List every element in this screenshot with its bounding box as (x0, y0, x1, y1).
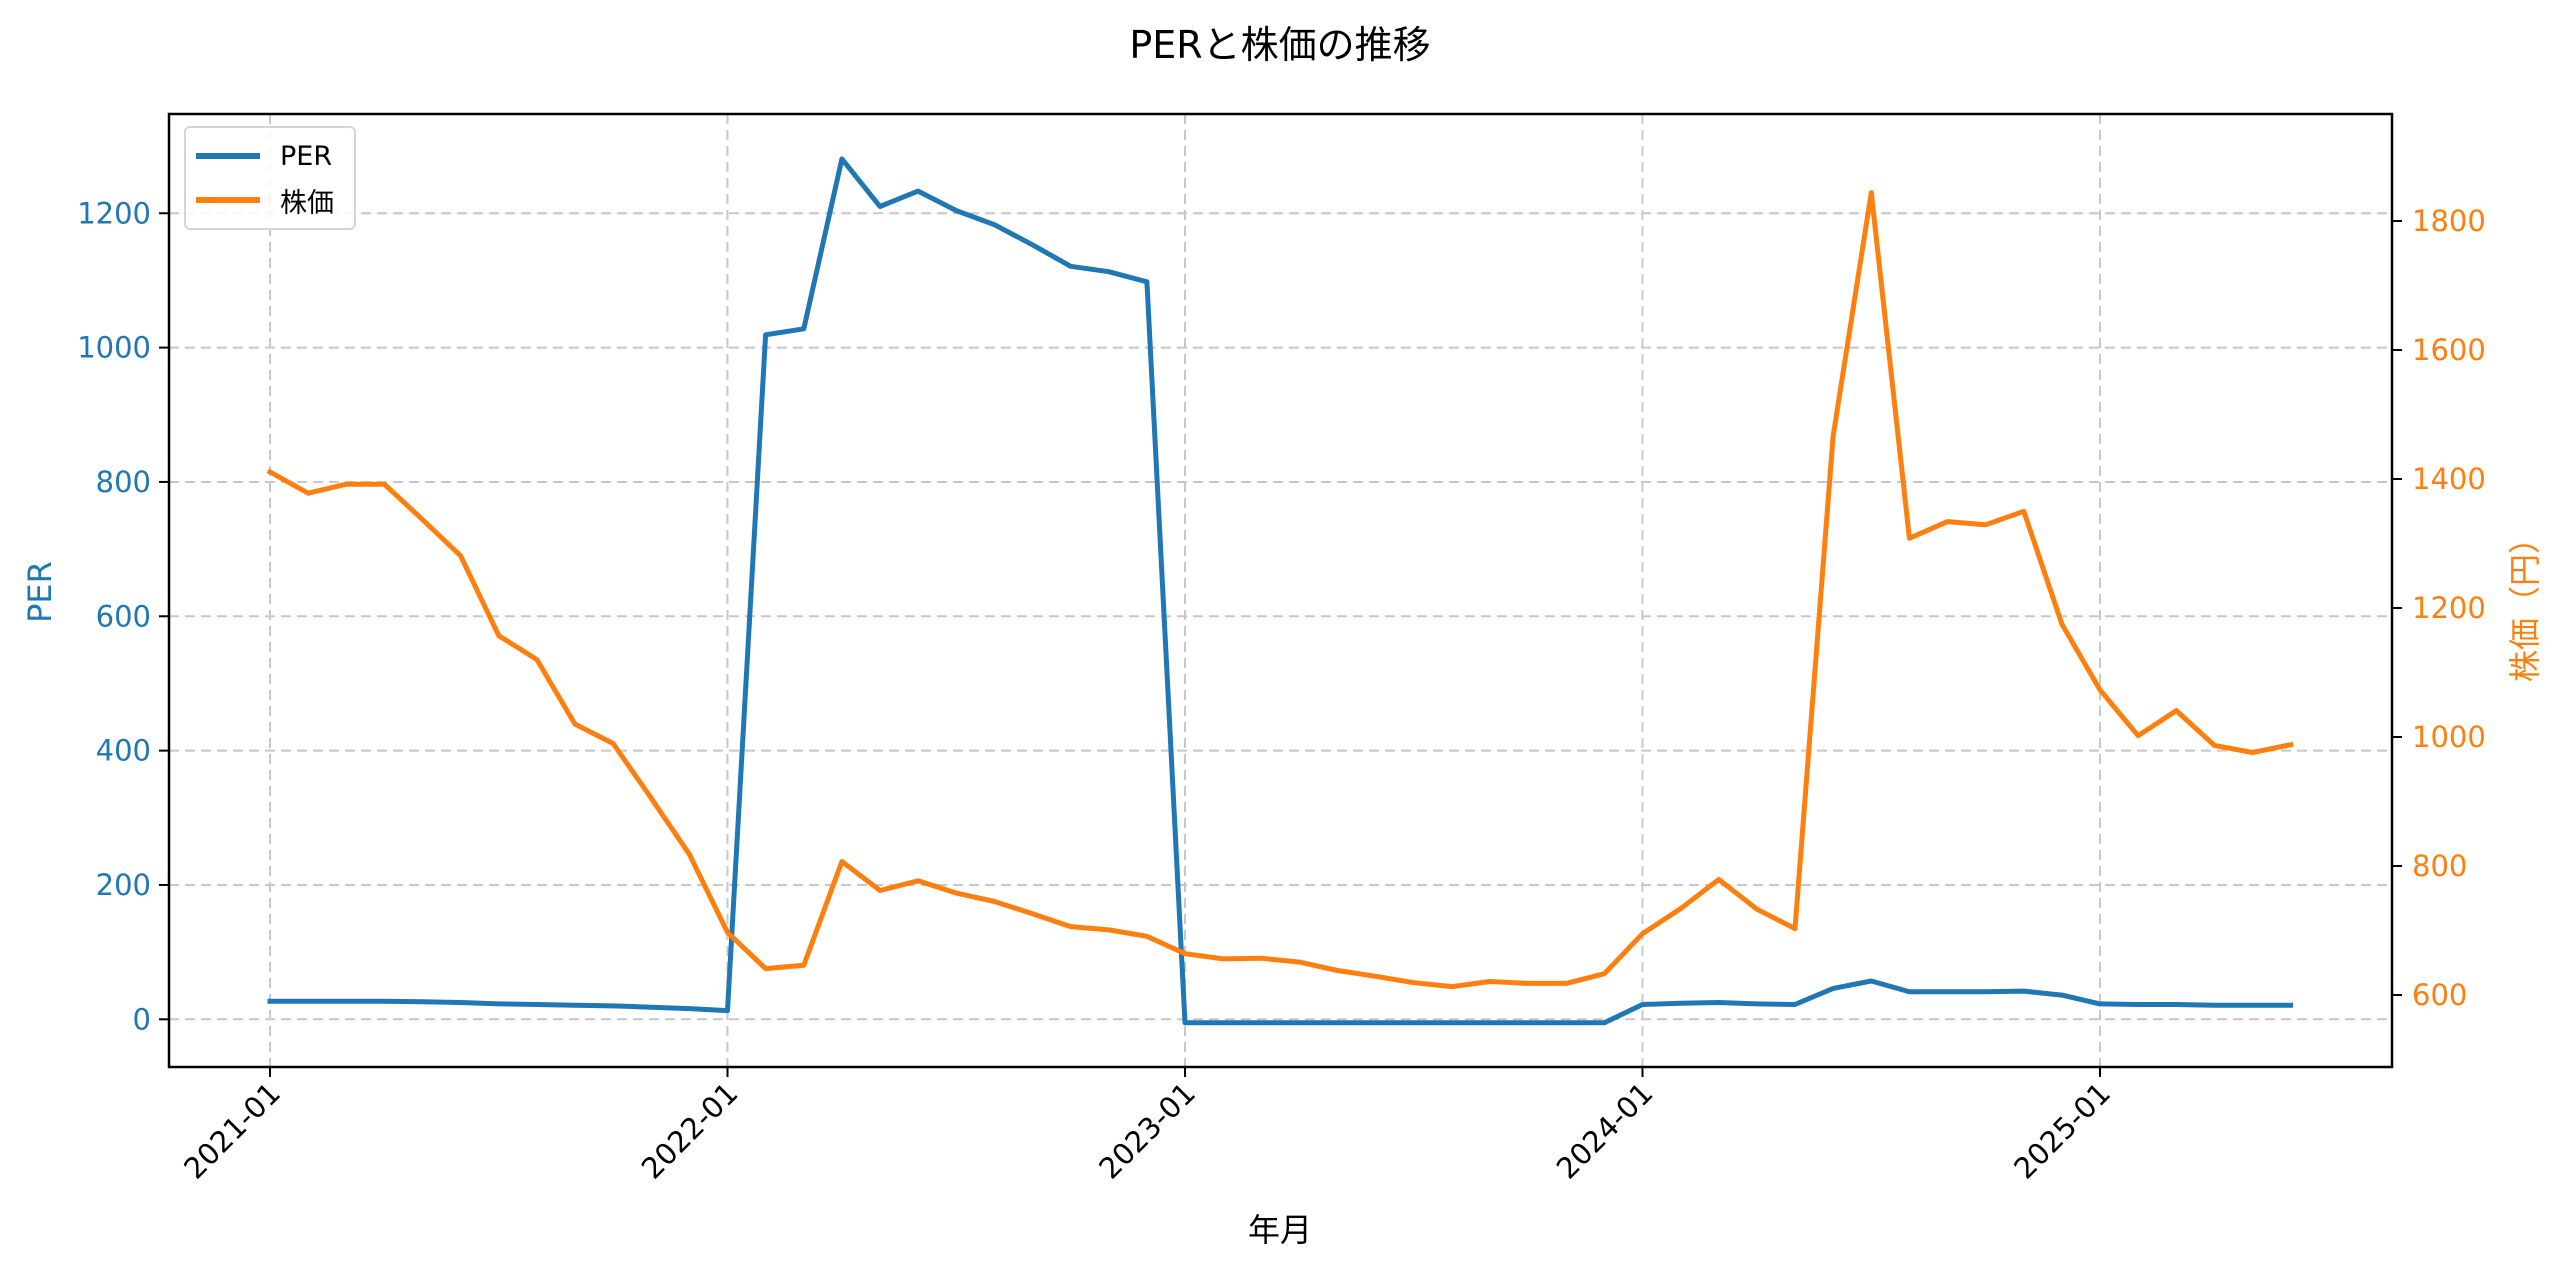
y-axis-label-right: 株価（円） (2506, 521, 2544, 683)
y-tick-label-right: 1400 (2412, 462, 2486, 496)
y-tick-label-left: 1200 (77, 196, 151, 230)
per-line (267, 156, 2294, 1026)
y-tick-label-right: 1600 (2412, 333, 2486, 367)
y-tick-label-right: 1800 (2412, 204, 2486, 238)
legend-label-price: 株価 (280, 187, 334, 219)
y-tick-label-left: 600 (96, 599, 151, 633)
y-tick-label-left: 800 (96, 465, 151, 499)
y-tick-label-left: 200 (96, 868, 151, 902)
legend-item-per: PER (196, 136, 332, 176)
x-axis-label: 年月 (1247, 1211, 1312, 1249)
x-tick-label: 2021-01 (177, 1076, 287, 1186)
price-line (266, 190, 2294, 990)
plot-frame (167, 112, 2394, 1069)
legend-swatch-price (196, 197, 260, 203)
data-lines (266, 156, 2294, 1026)
chart-title: PERと株価の推移 (1129, 23, 1431, 67)
y-tick-label-left: 0 (133, 1002, 151, 1036)
y-tick-label-left: 400 (96, 734, 151, 768)
y-tick-label-left: 1000 (77, 331, 151, 365)
legend: PER 株価 (184, 126, 356, 230)
grid-lines (169, 114, 2392, 1067)
y-tick-label-right: 1000 (2412, 720, 2486, 754)
x-tick-label: 2024-01 (1550, 1076, 1660, 1186)
legend-swatch-per (196, 153, 260, 159)
x-tick-label: 2022-01 (635, 1076, 745, 1186)
y-tick-label-right: 800 (2412, 849, 2467, 883)
legend-item-price: 株価 (196, 180, 334, 220)
x-tick-label: 2025-01 (2007, 1076, 2117, 1186)
x-tick-label: 2023-01 (1092, 1076, 1202, 1186)
y-tick-label-right: 1200 (2412, 591, 2486, 625)
y-axis-label-left: PER (21, 561, 59, 623)
axis-ticks: 0 200 400 600 800 1000 1200 600 800 1000 1200 1400 1… (77, 196, 2486, 1185)
y-tick-label-right: 600 (2412, 978, 2467, 1012)
legend-label-per: PER (280, 140, 333, 172)
